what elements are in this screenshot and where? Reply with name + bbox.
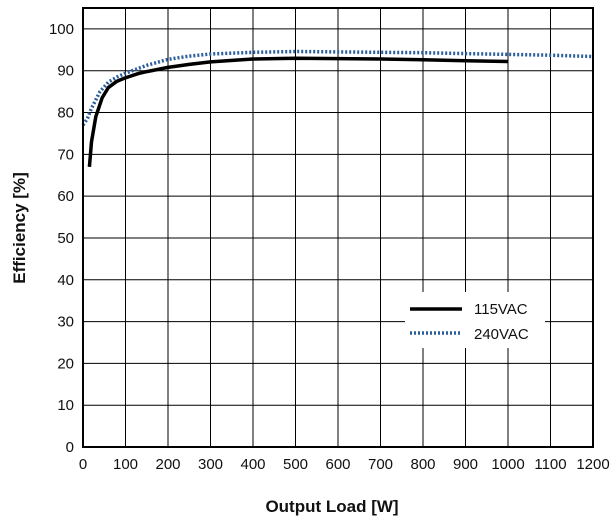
y-tick-label: 50 — [57, 230, 74, 247]
series-line-115vac — [87, 56, 509, 168]
x-tick-label: 400 — [240, 456, 265, 473]
y-tick-label: 70 — [57, 146, 74, 163]
y-tick-labels: 0 10 20 30 40 50 60 70 80 90 100 — [49, 21, 74, 456]
legend-label-115vac: 115VAC — [474, 301, 528, 318]
x-tick-label: 1100 — [534, 456, 566, 473]
x-tick-label: 600 — [325, 456, 350, 473]
y-tick-label: 80 — [57, 105, 74, 122]
x-tick-label: 100 — [113, 456, 138, 473]
y-tick-label: 10 — [57, 397, 74, 414]
x-tick-label: 800 — [410, 456, 435, 473]
x-tick-label: 900 — [453, 456, 478, 473]
grid — [82, 8, 594, 448]
y-tick-label: 30 — [57, 314, 74, 331]
legend-label-240vac: 240VAC — [474, 326, 529, 343]
y-tick-label: 100 — [49, 21, 74, 38]
series-lines — [81, 49, 594, 168]
y-axis-title: Efficiency [%] — [10, 172, 29, 283]
x-tick-label: 0 — [79, 456, 87, 473]
x-tick-label: 700 — [368, 456, 393, 473]
x-tick-label: 1200 — [576, 456, 609, 473]
legend-background — [405, 292, 545, 348]
plot-frame — [82, 7, 594, 448]
x-tick-labels: 0 100 200 300 400 500 600 700 800 900 1000 1100 1200 — [79, 456, 610, 473]
y-tick-label: 60 — [57, 188, 74, 205]
y-tick-label: 40 — [57, 272, 74, 289]
y-tick-label: 20 — [57, 355, 74, 372]
x-axis-title: Output Load [W] — [265, 497, 398, 516]
y-tick-label: 0 — [66, 439, 74, 456]
y-tick-label: 90 — [57, 63, 74, 80]
x-tick-label: 300 — [198, 456, 223, 473]
x-tick-label: 500 — [283, 456, 308, 473]
series-line-240vac — [81, 49, 594, 127]
legend: 115VAC 240VAC — [405, 292, 545, 348]
x-tick-label: 1000 — [491, 456, 524, 473]
x-tick-label: 200 — [155, 456, 180, 473]
